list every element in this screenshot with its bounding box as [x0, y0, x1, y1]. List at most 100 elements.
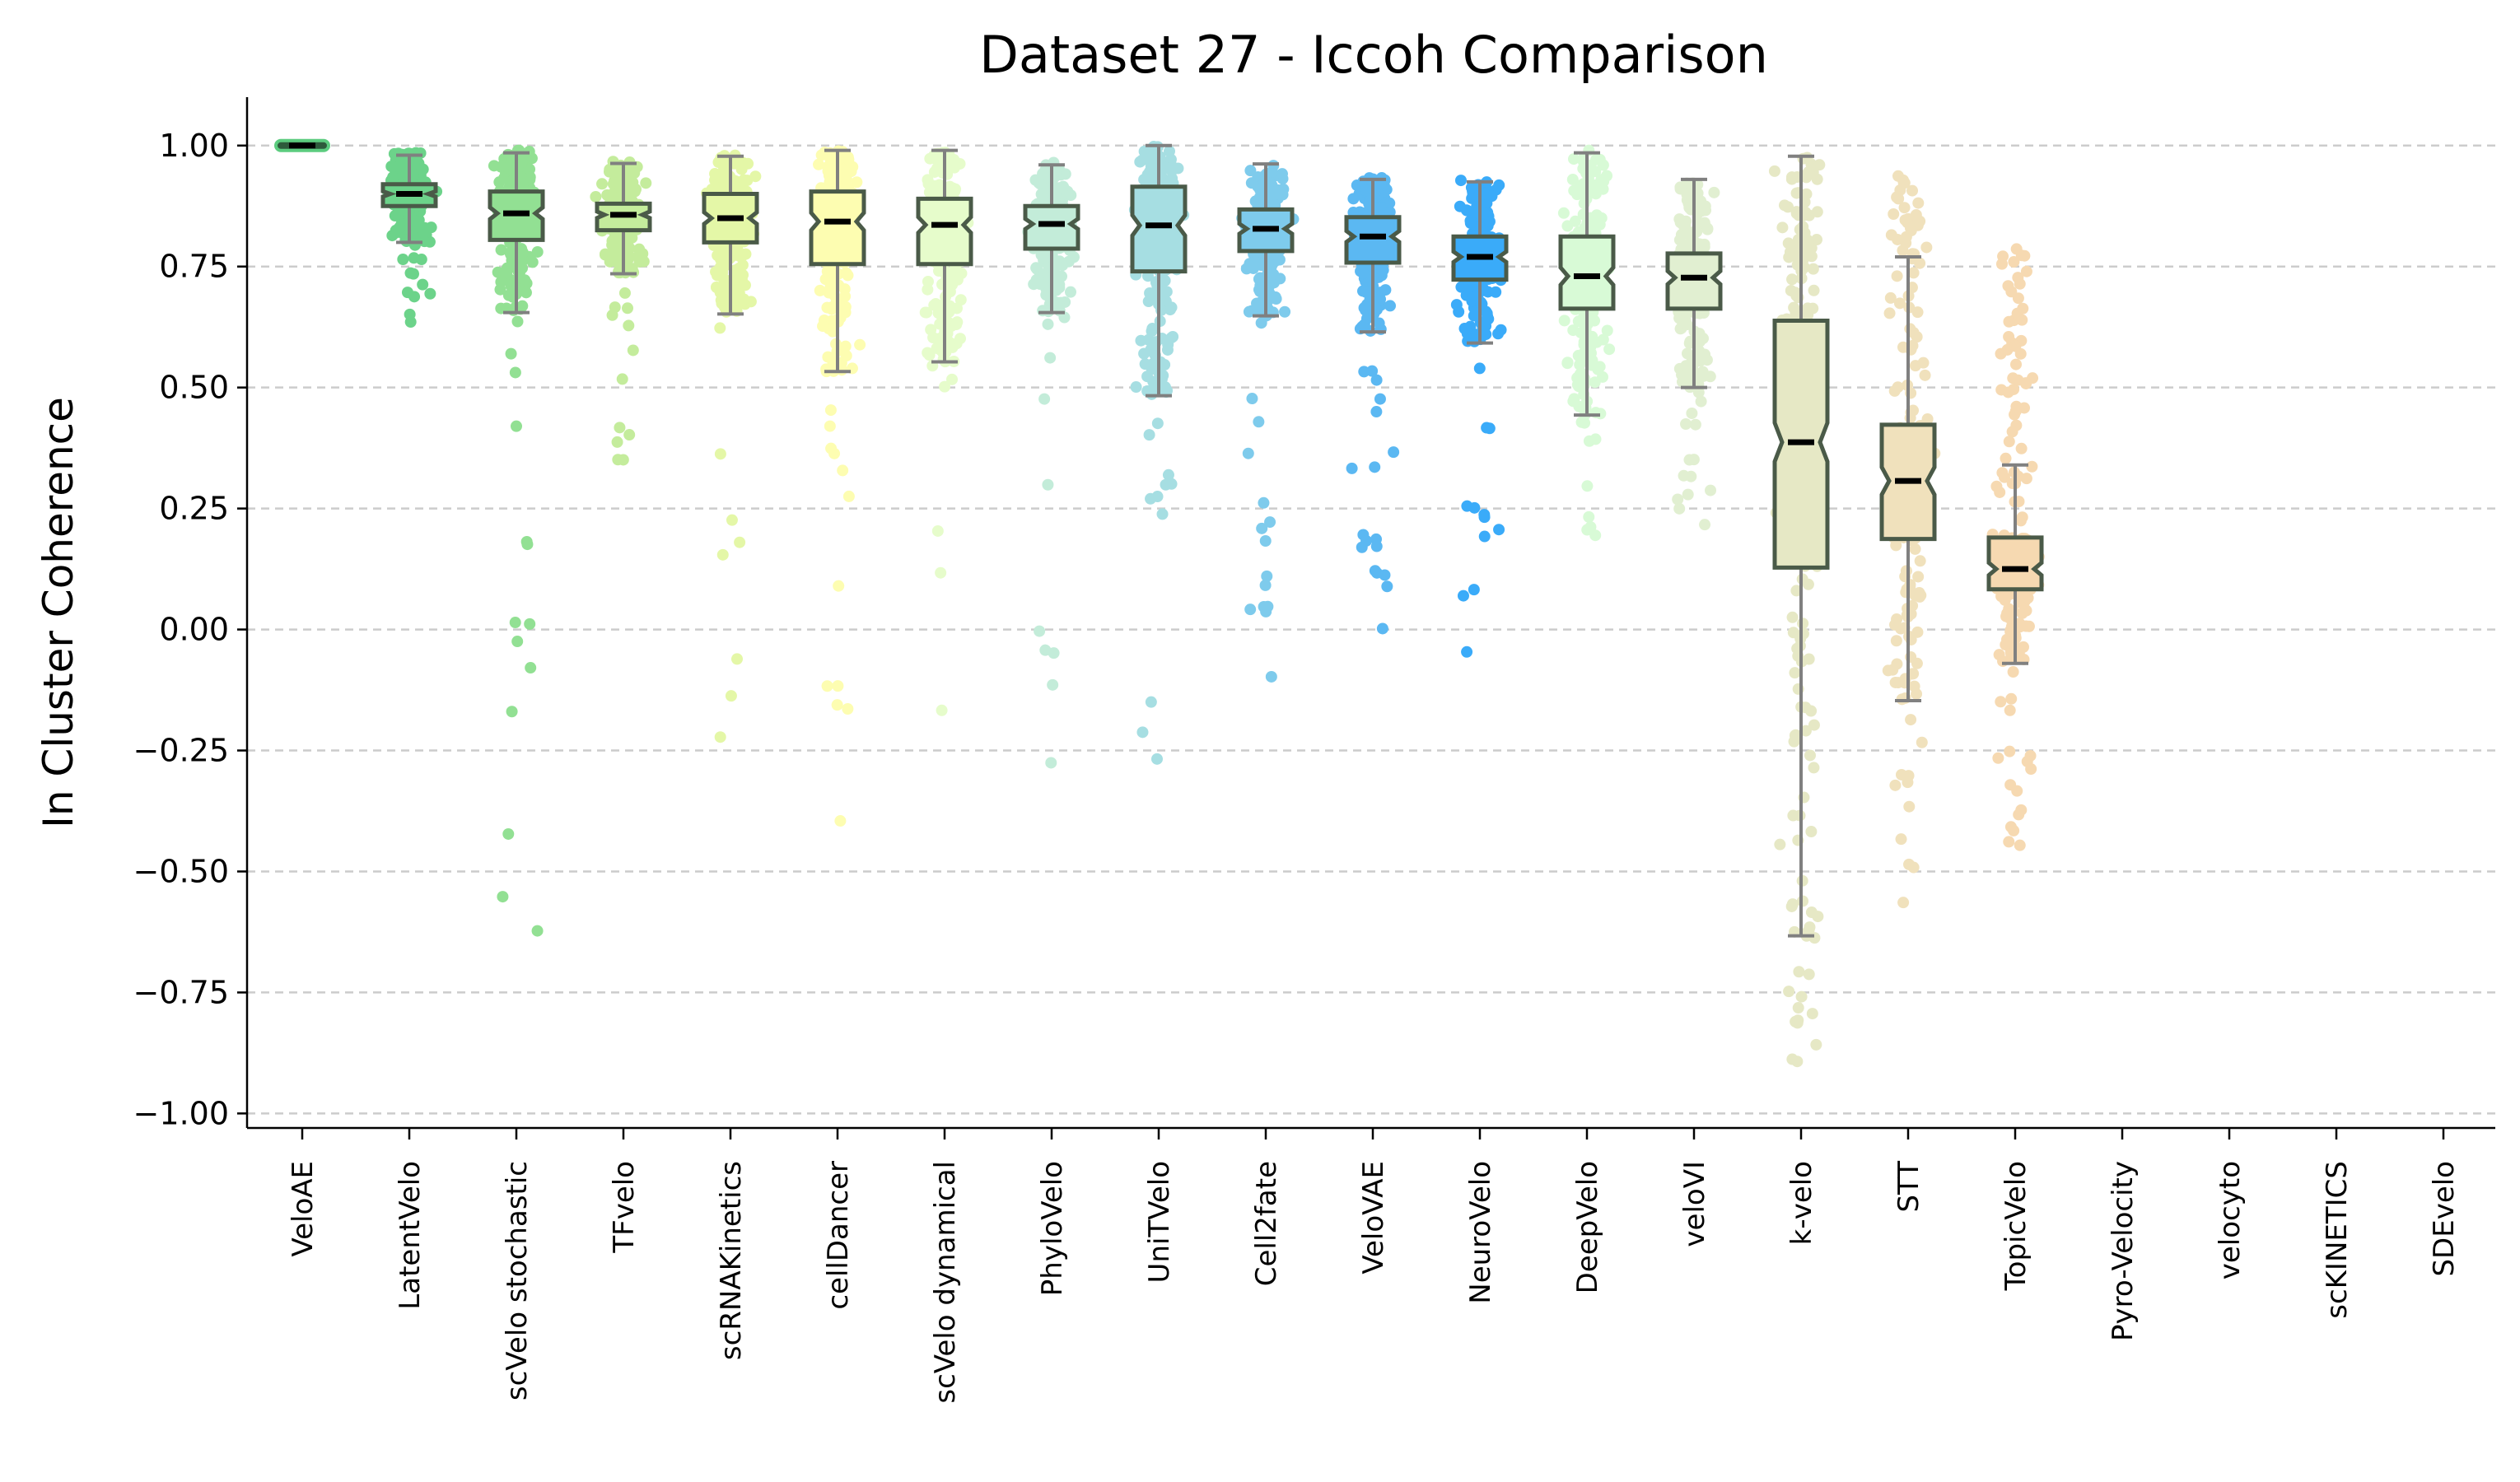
strip-point: [516, 247, 529, 259]
strip-point: [1793, 966, 1805, 978]
strip-point: [1248, 256, 1261, 268]
strip-point: [1458, 323, 1471, 335]
strip-point: [1141, 370, 1154, 383]
strip-point: [831, 699, 843, 711]
strip-point: [1911, 657, 1923, 669]
strip-point: [832, 680, 844, 692]
strip-point: [1805, 906, 1818, 919]
strip-point: [622, 302, 634, 315]
strip-point: [510, 420, 522, 432]
strip-point: [637, 248, 649, 260]
strip-point: [1381, 580, 1393, 593]
strip-point: [1265, 670, 1277, 683]
x-tick-label: velocyto: [2214, 1161, 2247, 1279]
strip-point: [619, 265, 632, 277]
strip-point: [822, 165, 834, 177]
strip-point: [2000, 452, 2012, 464]
x-tick-label: VeloAE: [287, 1161, 320, 1257]
strip-point: [612, 454, 624, 466]
strip-point: [1911, 626, 1924, 638]
strip-point: [1914, 555, 1926, 567]
strip-point: [1165, 332, 1178, 344]
y-tick-label: 0.25: [159, 491, 229, 527]
strip-point: [713, 182, 726, 194]
strip-point: [1790, 290, 1803, 302]
strip-point: [1806, 1008, 1818, 1020]
strip-point: [1374, 293, 1387, 305]
y-tick-label: 1.00: [159, 128, 229, 164]
strip-point: [1478, 509, 1491, 521]
strip-point: [842, 703, 854, 715]
strip-point: [1033, 177, 1045, 189]
strip-point: [1907, 861, 1920, 874]
strip-point: [1683, 191, 1696, 203]
strip-point: [840, 267, 852, 279]
strip-point: [1052, 299, 1065, 311]
strip-point: [1791, 1017, 1804, 1029]
y-ticks: 1.00 0.75 0.50 0.25 0.00 −0.25 −0.50 −0.75 −1.00: [133, 128, 247, 1131]
strip-point: [1370, 374, 1383, 386]
strip-point: [2016, 511, 2028, 524]
strip-point: [2018, 249, 2031, 262]
strip-point: [714, 448, 726, 460]
boxes: [274, 138, 2044, 938]
strip-point: [1889, 779, 1902, 791]
strip-point: [1373, 317, 1385, 329]
strip-point: [928, 165, 940, 178]
strip-point: [1264, 516, 1276, 529]
strip-point: [950, 302, 963, 315]
strip-point: [1911, 687, 1923, 700]
strip-point: [1379, 284, 1392, 296]
strip-point: [1258, 170, 1270, 183]
strip-point: [2017, 302, 2029, 315]
strip-point: [1795, 990, 1808, 1003]
strip-point: [1259, 579, 1272, 591]
strip-point: [1783, 986, 1795, 998]
strip-point: [1244, 165, 1257, 177]
strip-point: [839, 340, 852, 352]
strip-point: [1370, 406, 1383, 418]
strip-point: [1163, 163, 1175, 175]
strip-point: [825, 442, 838, 454]
strip-point: [722, 278, 735, 291]
strip-point: [709, 168, 721, 180]
x-tick-label: scRNAKinetics: [715, 1161, 748, 1360]
strip-point: [502, 827, 515, 840]
strip-point: [734, 536, 746, 548]
strip-point: [1136, 726, 1149, 739]
strip-point: [946, 373, 959, 385]
x-tick-label: cellDancer: [822, 1161, 855, 1310]
strip-point: [1568, 184, 1580, 197]
strip-point: [1356, 541, 1368, 553]
strip-point: [933, 152, 945, 165]
strip-point: [2004, 612, 2016, 624]
strip-point: [1921, 412, 1934, 425]
strip-point: [2000, 639, 2012, 651]
x-tick-label: STT: [1892, 1161, 1925, 1213]
strip-point: [392, 147, 404, 160]
x-tick-label: scVelo dynamical: [929, 1161, 962, 1404]
strip-point: [511, 315, 524, 328]
strip-point: [1146, 384, 1159, 397]
strip-point: [1990, 480, 2003, 492]
strip-point: [1481, 307, 1493, 319]
strip-point: [739, 279, 751, 291]
strip-point: [499, 267, 511, 279]
strip-point: [1558, 315, 1570, 327]
strip-point: [1920, 241, 1933, 254]
strip-point: [2001, 343, 2014, 356]
strip-point: [1468, 501, 1481, 514]
strip-point: [1895, 833, 1907, 846]
strip-point: [1892, 233, 1904, 245]
strip-point: [1902, 776, 1914, 789]
strip-point: [1347, 193, 1360, 205]
strip-point: [618, 287, 631, 299]
x-tick-label: veloVI: [1678, 1161, 1711, 1247]
strip-point: [2004, 821, 2017, 833]
strip-point: [1160, 286, 1173, 298]
strip-point: [524, 618, 536, 630]
strip-point: [1680, 360, 1692, 372]
strip-point: [2004, 704, 2016, 716]
strip-point: [842, 490, 855, 502]
strip-point: [1804, 921, 1816, 934]
